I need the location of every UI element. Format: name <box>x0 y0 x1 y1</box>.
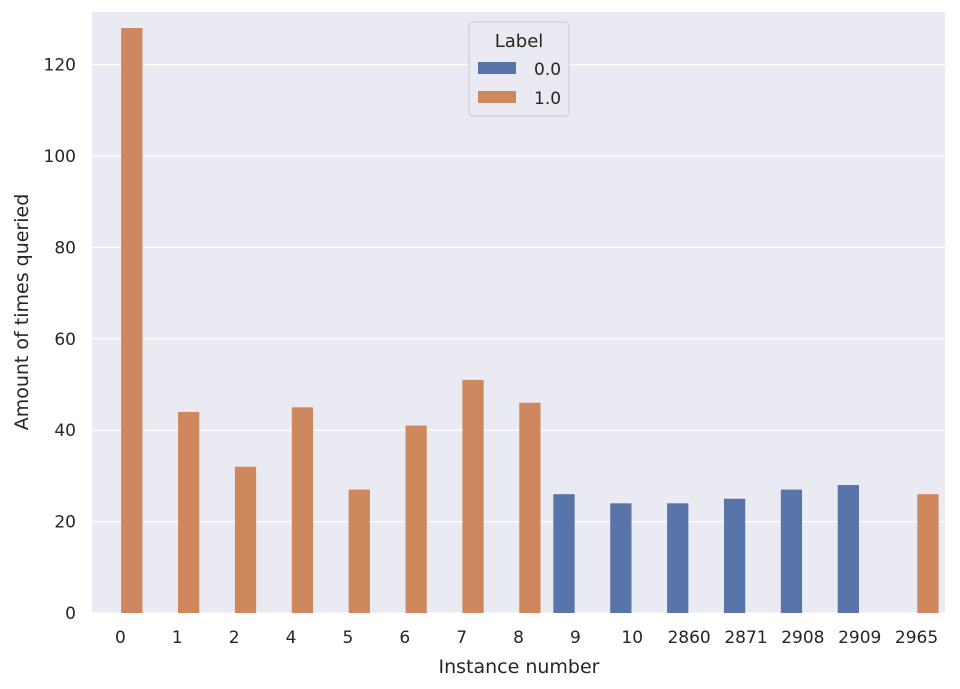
y-axis-label: Amount of times queried <box>11 194 33 431</box>
bar-2908-label-0.0 <box>780 489 803 613</box>
bar-2-label-1.0 <box>234 466 257 613</box>
legend-title: Label <box>495 31 544 52</box>
y-tick-label: 20 <box>54 513 76 533</box>
bar-2871-label-0.0 <box>723 498 746 613</box>
bar-1-label-1.0 <box>178 411 200 613</box>
bar-8-label-1.0 <box>519 402 541 613</box>
y-tick-label: 60 <box>54 330 76 350</box>
x-tick-label: 9 <box>570 628 581 648</box>
x-tick-label: 2860 <box>667 628 710 648</box>
legend-swatch-0 <box>478 62 516 74</box>
bar-5-label-1.0 <box>348 489 370 613</box>
bar-0-label-1.0 <box>121 27 143 613</box>
x-tick-label: 2908 <box>781 628 824 648</box>
y-tick-label: 0 <box>65 604 76 624</box>
x-tick-label: 6 <box>399 628 410 648</box>
x-tick-label: 10 <box>621 628 643 648</box>
bar-9-label-0.0 <box>553 494 575 613</box>
x-tick-label: 7 <box>456 628 467 648</box>
bar-2860-label-0.0 <box>667 503 689 613</box>
bar-4-label-1.0 <box>291 407 314 613</box>
x-tick-label: 5 <box>342 628 353 648</box>
bar-6-label-1.0 <box>405 425 427 613</box>
legend: Label 0.0 1.0 <box>468 21 570 117</box>
x-tick-label: 1 <box>172 628 183 648</box>
x-axis-label: Instance number <box>438 656 599 678</box>
bar-2909-label-0.0 <box>837 485 859 613</box>
y-tick-label: 120 <box>44 56 76 76</box>
y-tick-label: 100 <box>44 147 76 167</box>
bars <box>121 27 939 613</box>
legend-swatch-1 <box>478 91 516 103</box>
bar-10-label-0.0 <box>610 503 632 613</box>
x-tick-label: 2 <box>229 628 240 648</box>
legend-label-1: 1.0 <box>534 89 561 109</box>
bar-7-label-1.0 <box>462 379 484 613</box>
y-tick-label: 40 <box>54 421 76 441</box>
x-tick-label: 0 <box>115 628 126 648</box>
x-tick-label: 8 <box>513 628 524 648</box>
bar-2965-label-1.0 <box>917 494 939 613</box>
y-tick-label: 80 <box>54 238 76 258</box>
gridlines <box>92 63 945 614</box>
x-tick-label: 4 <box>286 628 297 648</box>
x-tick-labels: 0 1 2 4 5 6 7 8 9 10 2860 2871 2908 2909 2965 <box>115 628 938 648</box>
x-tick-label: 2909 <box>838 628 881 648</box>
legend-label-0: 0.0 <box>534 60 561 80</box>
x-tick-label: 2965 <box>895 628 938 648</box>
x-tick-label: 2871 <box>724 628 767 648</box>
y-tick-labels: 0 20 40 60 80 100 120 <box>44 56 76 624</box>
